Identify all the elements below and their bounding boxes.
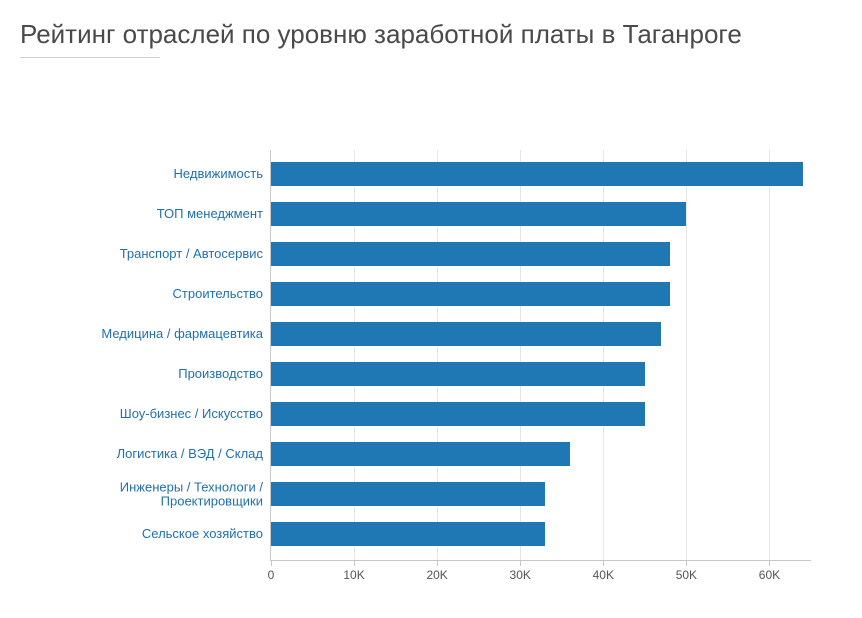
category-label: Логистика / ВЭД / Склад [33,447,271,461]
category-label: ТОП менеджмент [33,207,271,221]
category-label: Сельское хозяйство [33,527,271,541]
category-label: Транспорт / Автосервис [33,247,271,261]
category-label: Инженеры / Технологи / Проектировщики [33,480,271,507]
page: Рейтинг отраслей по уровню заработной пл… [0,0,862,618]
salary-chart: 0 10K 20K 30K 40K 50K 60K Недвижимость ТОП менед… [30,150,830,590]
x-tick-label: 10K [343,560,364,582]
category-label: Медицина / фармацевтика [33,327,271,341]
x-tick-label: 50K [676,560,697,582]
category-label: Шоу-бизнес / Искусство [33,407,271,421]
bar [271,202,686,226]
bar [271,322,661,346]
grid-line [686,150,687,560]
bar [271,522,545,546]
bar [271,402,645,426]
bar [271,442,570,466]
category-label: Производство [33,367,271,381]
bar [271,362,645,386]
chart-plot-area: 010K20K30K40K50K60KНедвижимостьТОП менед… [270,150,811,561]
x-tick-label: 60K [759,560,780,582]
category-label: Недвижимость [33,167,271,181]
grid-line [769,150,770,560]
title-underline [20,57,160,58]
x-tick-label: 0 [268,560,275,582]
bar [271,162,803,186]
bar [271,242,670,266]
x-tick-label: 30K [510,560,531,582]
bar [271,482,545,506]
page-title: Рейтинг отраслей по уровню заработной пл… [20,18,842,51]
x-tick-label: 40K [593,560,614,582]
bar [271,282,670,306]
category-label: Строительство [33,287,271,301]
x-tick-label: 20K [426,560,447,582]
